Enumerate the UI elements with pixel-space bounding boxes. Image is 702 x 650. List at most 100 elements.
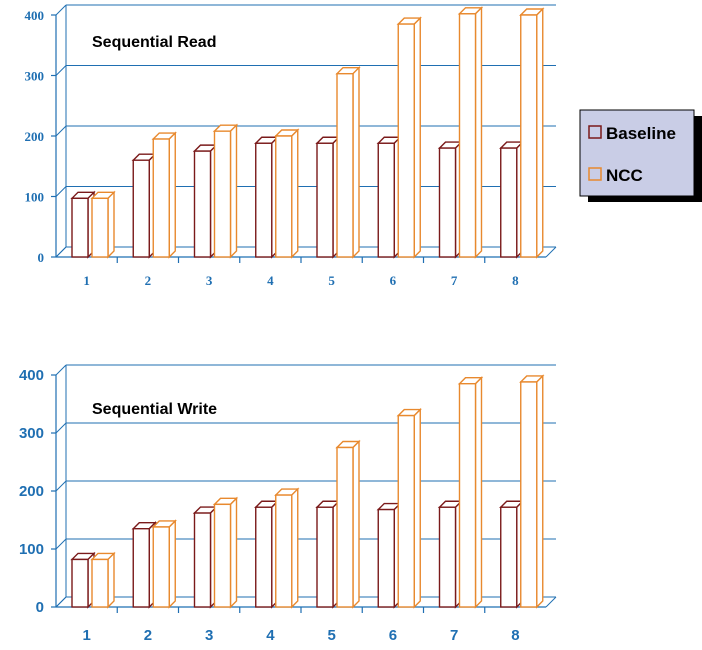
bar-ncc-8 <box>519 374 545 609</box>
y-tick-label: 300 <box>25 69 45 84</box>
legend-box <box>579 109 695 197</box>
y-tick-label: 100 <box>25 190 45 205</box>
bar-side <box>352 439 360 609</box>
chart-sequential-write: 0 100 200 300 400 1 2 3 4 5 6 7 8 Sequential Write <box>19 364 557 644</box>
y-tick-label: 100 <box>19 541 44 558</box>
x-tick-label: 8 <box>511 627 519 644</box>
bar-front <box>500 147 518 258</box>
y-tick-label: 400 <box>19 367 44 384</box>
floor-edge <box>545 246 557 258</box>
bar-baseline-4 <box>254 135 280 259</box>
bar-side <box>291 128 299 259</box>
bar-front <box>91 197 109 258</box>
bar-front <box>132 159 150 258</box>
bar-ncc-3 <box>212 496 239 609</box>
x-tick-label: 6 <box>390 273 397 288</box>
bar-front <box>336 72 354 258</box>
bar-ncc-2 <box>151 519 177 609</box>
bar-front <box>71 197 89 258</box>
bar-side <box>536 374 544 609</box>
x-tick-label: 1 <box>83 273 90 288</box>
bar-ncc-7 <box>457 6 484 259</box>
x-tick-label: 7 <box>450 627 458 644</box>
bar-baseline-2 <box>131 152 157 259</box>
bar-front <box>152 138 170 258</box>
bar-front <box>500 506 518 608</box>
bar-ncc-8 <box>519 7 545 259</box>
gridline-side <box>55 186 67 197</box>
y-tick-label: 0 <box>38 250 45 265</box>
bar-baseline-8 <box>499 140 525 259</box>
bar-front <box>520 381 538 608</box>
x-tick-label: 4 <box>267 273 274 288</box>
x-tick-label: 4 <box>266 627 275 644</box>
bar-baseline-7 <box>437 499 464 609</box>
bar-ncc-6 <box>396 407 422 609</box>
x-tick-label: 1 <box>82 627 90 644</box>
bar-front <box>71 558 89 608</box>
bar-ncc-6 <box>396 16 422 259</box>
bar-ncc-1 <box>90 551 116 609</box>
bar-front <box>397 414 415 608</box>
legend-swatch-baseline <box>588 125 602 139</box>
bar-side <box>168 519 176 609</box>
gridline-side <box>55 364 67 376</box>
bar-front <box>152 526 170 608</box>
bar-side <box>229 496 238 609</box>
bar-baseline-1 <box>70 551 96 609</box>
bar-front <box>255 506 273 608</box>
bar-front <box>458 13 477 258</box>
bar-front <box>316 142 334 258</box>
bar-ncc-5 <box>335 439 361 609</box>
x-tick-label: 6 <box>389 627 397 644</box>
bar-baseline-6 <box>376 501 402 609</box>
x-tick-label: 7 <box>451 273 458 288</box>
bar-side <box>474 6 483 259</box>
x-tick-label: 3 <box>206 273 213 288</box>
bar-front <box>458 383 477 608</box>
floor-edge <box>545 596 557 608</box>
bar-baseline-2 <box>131 521 157 609</box>
x-tick-label: 8 <box>512 273 519 288</box>
bar-baseline-1 <box>70 190 96 259</box>
bar-front <box>132 528 150 608</box>
bar-side <box>352 65 360 259</box>
bar-front <box>377 508 395 608</box>
bar-side <box>107 551 115 609</box>
bar-ncc-1 <box>90 190 116 259</box>
bar-front <box>213 503 232 608</box>
bar-baseline-3 <box>192 505 219 609</box>
bar-ncc-2 <box>151 131 177 259</box>
chart-title: Sequential Read <box>92 34 216 51</box>
legend-label-ncc: NCC <box>606 166 643 185</box>
bar-front <box>213 130 232 258</box>
bar-side <box>413 16 421 259</box>
y-tick-label: 200 <box>25 129 45 144</box>
bar-baseline-7 <box>437 140 464 259</box>
bar-side <box>536 7 544 259</box>
x-tick-label: 2 <box>145 273 152 288</box>
x-tick-label: 3 <box>205 627 213 644</box>
chart-title: Sequential Write <box>92 401 217 418</box>
bar-ncc-4 <box>274 487 300 609</box>
x-tick-label: 5 <box>327 627 335 644</box>
floor-edge <box>55 246 67 258</box>
bar-side <box>474 376 483 609</box>
x-tick-label: 2 <box>144 627 152 644</box>
gridline-side <box>55 65 67 76</box>
y-tick-label: 300 <box>19 425 44 442</box>
y-tick-label: 400 <box>25 8 45 23</box>
bar-front <box>275 135 293 258</box>
bar-side <box>291 487 299 609</box>
gridline-side <box>55 125 67 137</box>
bar-baseline-3 <box>192 143 219 259</box>
floor-edge <box>55 596 67 608</box>
legend: Baseline NCC <box>579 109 702 202</box>
chart-sequential-read: 0 100 200 300 400 1 2 3 4 5 6 7 8 Sequential Read <box>25 4 557 288</box>
bar-ncc-4 <box>274 128 300 259</box>
bar-side <box>168 131 176 259</box>
bar-ncc-7 <box>457 376 484 609</box>
bar-front <box>275 494 293 608</box>
bar-front <box>193 150 212 258</box>
